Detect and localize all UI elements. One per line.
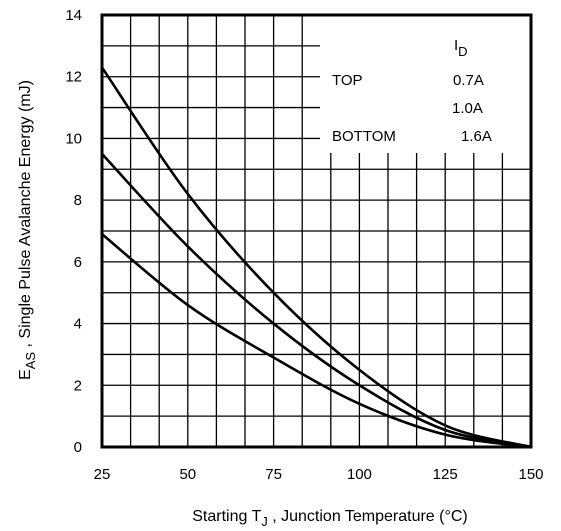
x-tick-label: 25	[94, 466, 111, 483]
legend-header-main: I	[454, 37, 458, 54]
legend-value-0.7A: 0.7A	[453, 72, 484, 89]
x-axis-title-sub: J	[261, 514, 268, 529]
data-point-1.6A	[444, 433, 447, 436]
legend-label-top: TOP	[332, 72, 363, 89]
y-tick-label: 4	[74, 316, 82, 333]
data-point-1.6A	[187, 304, 189, 306]
data-point-1.0A	[444, 429, 447, 431]
x-tick-label: 150	[518, 466, 543, 483]
x-tick-label: 125	[433, 466, 458, 483]
data-point-1.0A	[358, 384, 361, 387]
series-line-1.0A	[101, 152, 532, 449]
plot-border	[100, 13, 533, 449]
y-tick-label: 14	[65, 7, 82, 24]
curves	[100, 66, 532, 449]
legend-value-1.6A: 1.6A	[461, 128, 492, 145]
y-tick-label: 6	[74, 254, 82, 271]
y-axis-title: EAS , Single Pulse Avalanche Energy (mJ)	[17, 80, 38, 380]
legend-header: ID	[454, 37, 468, 59]
x-axis-title-suffix: , Junction Temperature (°C)	[268, 508, 468, 525]
legend-label-bottom: BOTTOM	[332, 128, 396, 145]
y-tick-label: 8	[74, 192, 82, 209]
y-tick-label: 2	[74, 377, 82, 394]
x-axis-title-prefix: Starting T	[192, 508, 261, 525]
data-point-1.6A	[358, 403, 361, 405]
x-tick-labels: 25 50 75 100 125 150	[94, 466, 544, 483]
data-point-0.7A	[444, 424, 447, 427]
x-axis-title: Starting TJ , Junction Temperature (°C)	[192, 508, 468, 529]
y-axis-title-suffix: , Single Pulse Avalanche Energy (mJ)	[17, 80, 34, 352]
legend-header-sub: D	[458, 44, 467, 59]
y-axis-title-prefix: E	[17, 369, 34, 380]
y-tick-label: 12	[65, 69, 82, 86]
legend-box	[320, 15, 531, 153]
legend-value-1.0A: 1.0A	[452, 100, 483, 117]
y-tick-label: 10	[65, 130, 82, 147]
x-tick-label: 50	[179, 466, 196, 483]
series-line-1.6A	[101, 233, 532, 449]
plot-frame	[100, 13, 533, 449]
data-point-0.7A	[358, 369, 361, 371]
y-axis-title-sub: AS	[23, 352, 38, 370]
x-tick-label: 75	[265, 466, 282, 483]
data-point-1.0A	[272, 322, 275, 325]
data-point-0.7A	[272, 291, 275, 294]
x-tick-label: 100	[347, 466, 372, 483]
legend: ID TOP 0.7A 1.0A BOTTOM 1.6A	[332, 37, 492, 145]
data-point-1.0A	[187, 245, 189, 248]
y-tick-labels: 0 2 4 6 8 10 12 14	[65, 7, 82, 456]
data-point-0.7A	[187, 193, 189, 195]
y-tick-label: 0	[74, 439, 82, 456]
data-point-1.6A	[272, 356, 275, 359]
